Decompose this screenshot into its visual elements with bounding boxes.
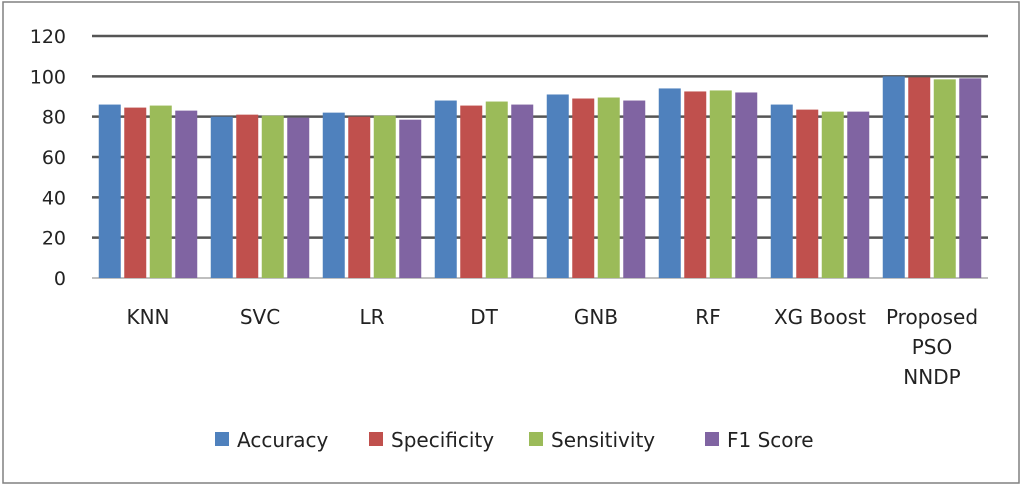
- bar-f1-score: [623, 100, 646, 279]
- bar-f1-score: [735, 92, 758, 278]
- bar-sensitivity: [261, 115, 284, 279]
- bar-sensitivity: [597, 97, 620, 278]
- bar-specificity: [796, 109, 819, 278]
- bar-accuracy: [658, 88, 681, 278]
- bar-sensitivity: [933, 79, 956, 278]
- bar-specificity: [124, 107, 147, 278]
- bar-f1-score: [399, 119, 422, 278]
- y-tick-label: 100: [30, 66, 66, 88]
- y-tick-label: 0: [54, 268, 66, 290]
- x-axis-labels: KNN SVC LR DT GNB RF XG Boost Proposed PSO NNDP: [126, 305, 978, 389]
- x-tick-label: KNN: [126, 305, 169, 329]
- y-tick-label: 80: [42, 107, 66, 129]
- y-tick-label: 120: [30, 26, 66, 48]
- y-tick-label: 40: [42, 187, 66, 209]
- bar-f1-score: [175, 110, 198, 278]
- bar-specificity: [236, 114, 259, 279]
- legend-label: Sensitivity: [551, 428, 655, 452]
- bar-specificity: [348, 116, 371, 279]
- bars: [98, 76, 982, 279]
- legend-swatch: [529, 432, 543, 446]
- bar-f1-score: [511, 104, 534, 278]
- legend-label: Specificity: [391, 428, 494, 452]
- legend-label: Accuracy: [237, 428, 328, 452]
- x-tick-label: LR: [359, 305, 384, 329]
- x-tick-label: SVC: [240, 305, 280, 329]
- x-tick-label: DT: [470, 305, 498, 329]
- bar-accuracy: [322, 112, 345, 278]
- x-tick-label: NNDP: [903, 365, 960, 389]
- bar-sensitivity: [709, 90, 732, 278]
- bar-accuracy: [210, 116, 233, 279]
- legend-swatch: [369, 432, 383, 446]
- x-tick-label: PSO: [912, 335, 953, 359]
- bar-sensitivity: [149, 105, 172, 278]
- bar-accuracy: [546, 94, 569, 278]
- legend-swatch: [215, 432, 229, 446]
- bar-specificity: [684, 91, 707, 278]
- bar-accuracy: [98, 104, 121, 278]
- bar-accuracy: [882, 76, 905, 278]
- x-tick-label: GNB: [574, 305, 618, 329]
- bar-accuracy: [770, 104, 793, 278]
- bar-specificity: [572, 98, 595, 279]
- bar-sensitivity: [821, 111, 844, 278]
- bar-f1-score: [959, 78, 982, 278]
- bar-sensitivity: [373, 115, 396, 279]
- bar-specificity: [908, 77, 931, 278]
- legend-label: F1 Score: [727, 428, 814, 452]
- y-axis-ticks: 0 20 40 60 80 100 120: [30, 26, 66, 290]
- y-tick-label: 60: [42, 147, 66, 169]
- x-tick-label: Proposed: [886, 305, 978, 329]
- bar-specificity: [460, 105, 483, 278]
- bar-f1-score: [287, 117, 310, 278]
- bar-f1-score: [847, 111, 870, 278]
- legend-swatch: [705, 432, 719, 446]
- x-tick-label: XG Boost: [774, 305, 866, 329]
- y-tick-label: 20: [42, 228, 66, 250]
- bar-sensitivity: [485, 101, 508, 279]
- x-tick-label: RF: [695, 305, 720, 329]
- bar-accuracy: [434, 100, 457, 279]
- legend: Accuracy Specificity Sensitivity F1 Score: [215, 428, 814, 452]
